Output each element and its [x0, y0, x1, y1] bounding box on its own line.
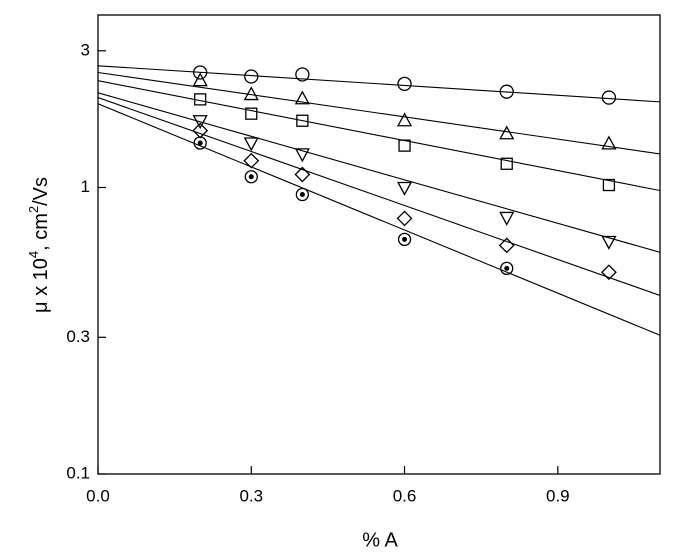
circle-dot-marker: [193, 136, 207, 150]
circle-dot-ring: [244, 170, 258, 184]
circle-dot-ring: [397, 232, 412, 247]
triangle-marker: [192, 72, 208, 87]
circle-marker: [193, 65, 208, 80]
circle-dot-marker: [244, 170, 258, 184]
circle-marker: [397, 76, 412, 92]
circle-marker: [601, 90, 617, 105]
diamond-marker: [243, 152, 260, 169]
diamond-marker: [396, 210, 413, 227]
y-axis-label-superscript: 4: [26, 251, 41, 258]
x-tick-label: 0.3: [239, 486, 263, 505]
triangle-down-marker: [396, 181, 413, 196]
triangle-down-marker: [601, 235, 617, 250]
x-axis-label: % A: [362, 529, 398, 551]
triangle-marker: [396, 112, 413, 127]
circle-marker: [295, 67, 310, 82]
triangle-marker: [294, 90, 310, 105]
y-axis-label-part: μ x 10: [30, 258, 52, 313]
x-tick-label: 0.0: [86, 486, 110, 505]
y-tick-label: 0.1: [66, 463, 90, 482]
circle-dot-ring: [295, 187, 310, 202]
circle-dot-center: [197, 140, 203, 146]
square-marker: [296, 114, 309, 127]
square-marker: [245, 107, 258, 120]
fit-line: [98, 65, 660, 103]
fit-line: [98, 71, 660, 155]
fit-line: [98, 80, 660, 192]
circle-marker: [499, 84, 514, 99]
x-tick-label: 0.9: [546, 486, 570, 505]
fit-line: [98, 97, 660, 296]
triangle-down-marker: [192, 115, 208, 130]
y-axis-label-superscript: 2: [26, 206, 41, 213]
diamond-marker: [294, 166, 311, 183]
circle-dot-center: [402, 236, 408, 242]
y-axis-label-part: , cm: [30, 213, 52, 251]
triangle-down-marker: [243, 137, 259, 152]
y-tick-label: 0.3: [66, 327, 90, 346]
triangle-marker: [499, 125, 515, 140]
y-axis-label-part: /Vs: [30, 177, 52, 206]
circle-dot-center: [504, 265, 510, 271]
circle-dot-ring: [500, 261, 514, 276]
triangle-down-marker: [499, 211, 515, 226]
square-marker: [500, 157, 513, 170]
circle-dot-marker: [500, 261, 514, 276]
diamond-marker: [498, 237, 515, 254]
diamond-marker: [600, 264, 617, 281]
square-marker: [194, 93, 207, 106]
square-marker: [602, 178, 616, 192]
y-axis-label: μ x 104, cm2/Vs: [26, 177, 52, 313]
circle-dot-marker: [295, 187, 310, 202]
circle-dot-center: [299, 192, 305, 198]
fit-line: [98, 103, 660, 336]
circle-marker: [244, 69, 259, 84]
circle-dot-center: [248, 174, 254, 180]
x-tick-label: 0.6: [393, 486, 417, 505]
circle-dot-marker: [397, 232, 412, 247]
circle-dot-ring: [193, 136, 207, 150]
triangle-down-marker: [294, 148, 310, 163]
fit-line: [98, 92, 660, 253]
plot-frame: [97, 14, 661, 475]
y-tick-label: 1: [81, 177, 90, 196]
triangle-marker: [243, 86, 259, 101]
y-tick-label: 3: [81, 40, 90, 59]
square-marker: [398, 139, 411, 152]
triangle-marker: [601, 135, 617, 150]
